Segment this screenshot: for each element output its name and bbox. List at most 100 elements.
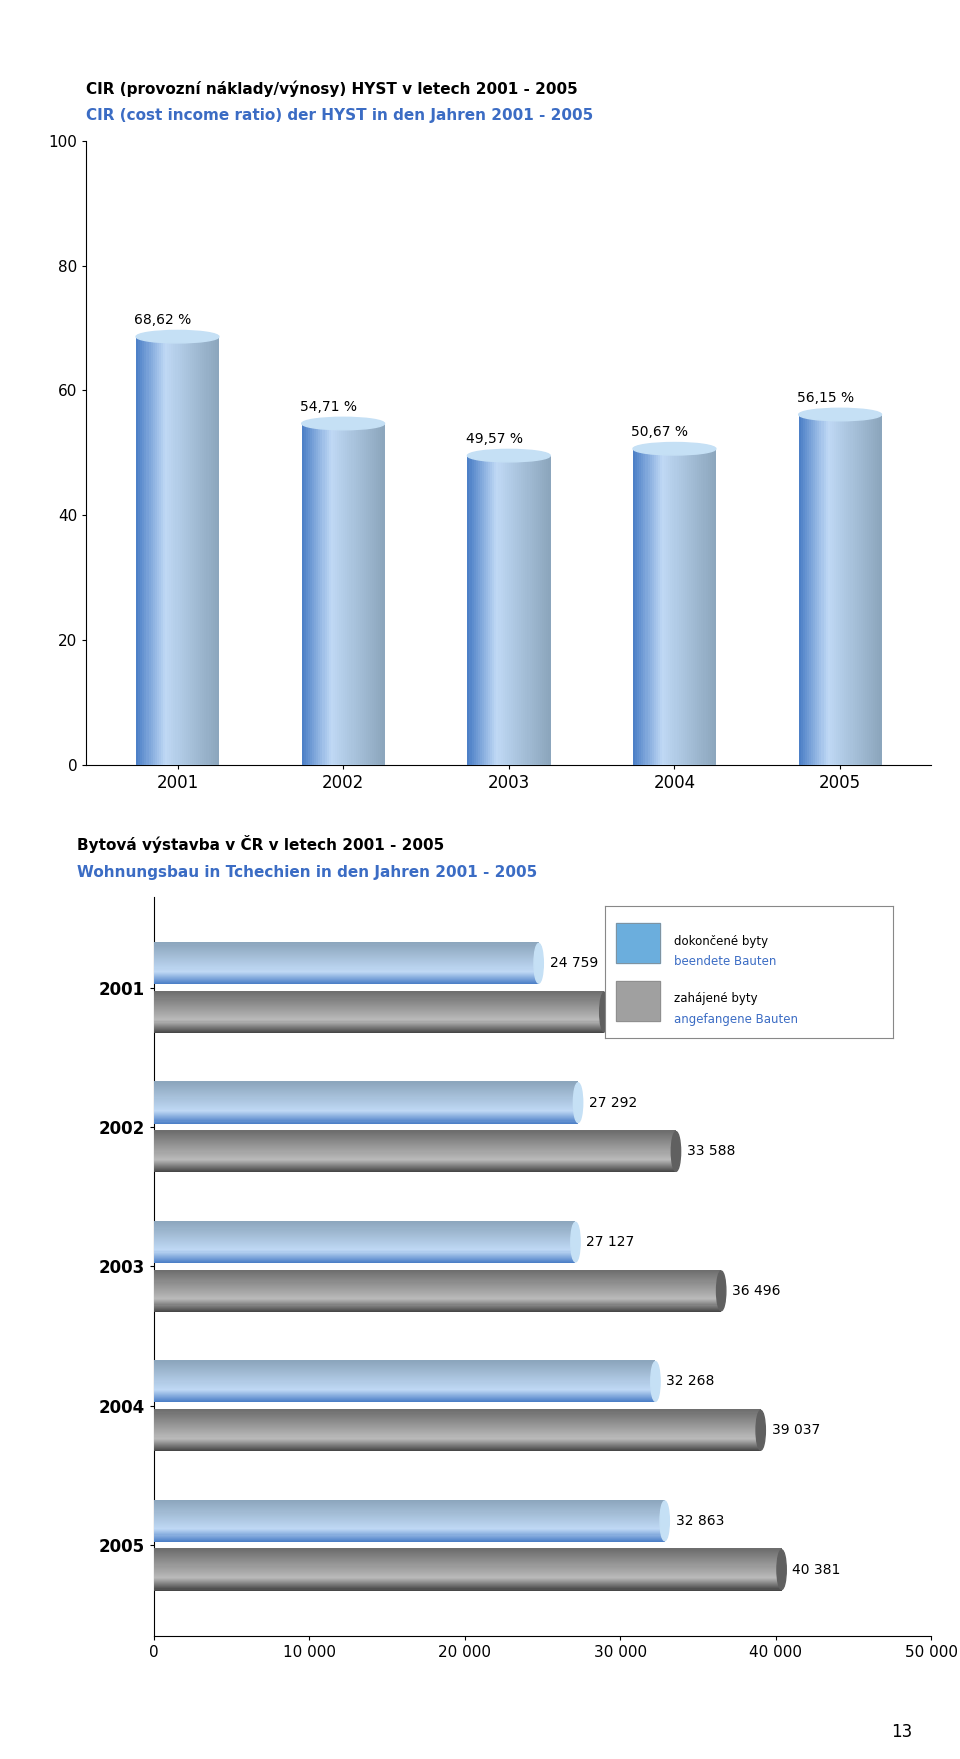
Bar [321,424,323,765]
Bar [664,449,666,765]
Bar [204,336,206,765]
Bar [711,449,714,765]
Bar [648,449,650,765]
Bar [155,336,157,765]
Text: 49,57 %: 49,57 % [466,433,523,447]
Bar [849,415,851,765]
Text: Bytová výstavba v ČR v letech 2001 - 2005: Bytová výstavba v ČR v letech 2001 - 200… [77,836,444,853]
Bar [201,336,203,765]
Bar [505,456,507,765]
Ellipse shape [468,449,550,463]
Bar [178,336,180,765]
Ellipse shape [573,1084,583,1122]
Bar [333,424,335,765]
Text: 50,67 %: 50,67 % [632,426,688,440]
Bar [662,449,664,765]
Bar [683,449,685,765]
Text: 27 127: 27 127 [587,1235,635,1249]
Bar [803,415,805,765]
Bar [198,336,201,765]
Bar [532,456,534,765]
Bar [360,424,362,765]
Bar [867,415,870,765]
Bar [534,456,536,765]
Text: 33 588: 33 588 [686,1145,735,1159]
Text: 28 983: 28 983 [615,1004,663,1018]
Bar [670,449,673,765]
Bar [829,415,832,765]
Bar [799,415,801,765]
Bar [842,415,845,765]
Text: 54,71 %: 54,71 % [300,399,357,413]
Bar [686,449,689,765]
Bar [326,424,329,765]
Bar [822,415,824,765]
Bar [517,456,519,765]
Bar [668,449,671,765]
Bar [509,456,512,765]
Bar [308,424,310,765]
Bar [708,449,710,765]
Bar [364,424,367,765]
Bar [335,424,337,765]
Bar [362,424,364,765]
Bar [370,424,372,765]
Bar [538,456,540,765]
Bar [176,336,178,765]
Bar [877,415,879,765]
Bar [346,424,348,765]
Ellipse shape [716,1272,726,1310]
Bar [153,336,156,765]
Bar [161,336,163,765]
Bar [507,456,509,765]
Bar [652,449,654,765]
Bar [807,415,809,765]
Bar [349,424,351,765]
Text: 40 381: 40 381 [793,1562,841,1576]
Bar [704,449,706,765]
Bar [358,424,360,765]
Text: angefangene Bauten: angefangene Bauten [674,1013,798,1025]
Text: Wohnungsbau in Tchechien in den Jahren 2001 - 2005: Wohnungsbau in Tchechien in den Jahren 2… [77,864,537,880]
Bar [312,424,315,765]
Bar [643,449,646,765]
Bar [826,415,828,765]
Bar [478,456,480,765]
Bar [163,336,165,765]
Bar [471,456,474,765]
Text: CIR (cost income ratio) der HYST in den Jahren 2001 - 2005: CIR (cost income ratio) der HYST in den … [86,107,593,123]
Bar [876,415,877,765]
Bar [706,449,708,765]
Ellipse shape [633,443,716,456]
Bar [351,424,354,765]
Ellipse shape [660,1500,669,1541]
Bar [695,449,698,765]
Bar [167,336,170,765]
Bar [323,424,324,765]
Bar [213,336,215,765]
Bar [496,456,499,765]
Bar [815,415,818,765]
Bar [709,449,712,765]
Bar [306,424,308,765]
Bar [804,415,807,765]
Bar [310,424,312,765]
Bar [851,415,852,765]
Text: dokončené byty: dokončené byty [674,936,768,948]
Bar [142,336,145,765]
Bar [374,424,376,765]
Ellipse shape [600,992,609,1033]
Bar [196,336,199,765]
Bar [382,424,385,765]
Bar [546,456,548,765]
Bar [492,456,494,765]
Text: 24 759: 24 759 [549,957,598,971]
Bar [834,415,836,765]
Bar [372,424,374,765]
Bar [301,424,304,765]
Bar [879,415,882,765]
Bar [353,424,356,765]
Bar [681,449,684,765]
Ellipse shape [571,1223,580,1261]
Bar [689,449,691,765]
